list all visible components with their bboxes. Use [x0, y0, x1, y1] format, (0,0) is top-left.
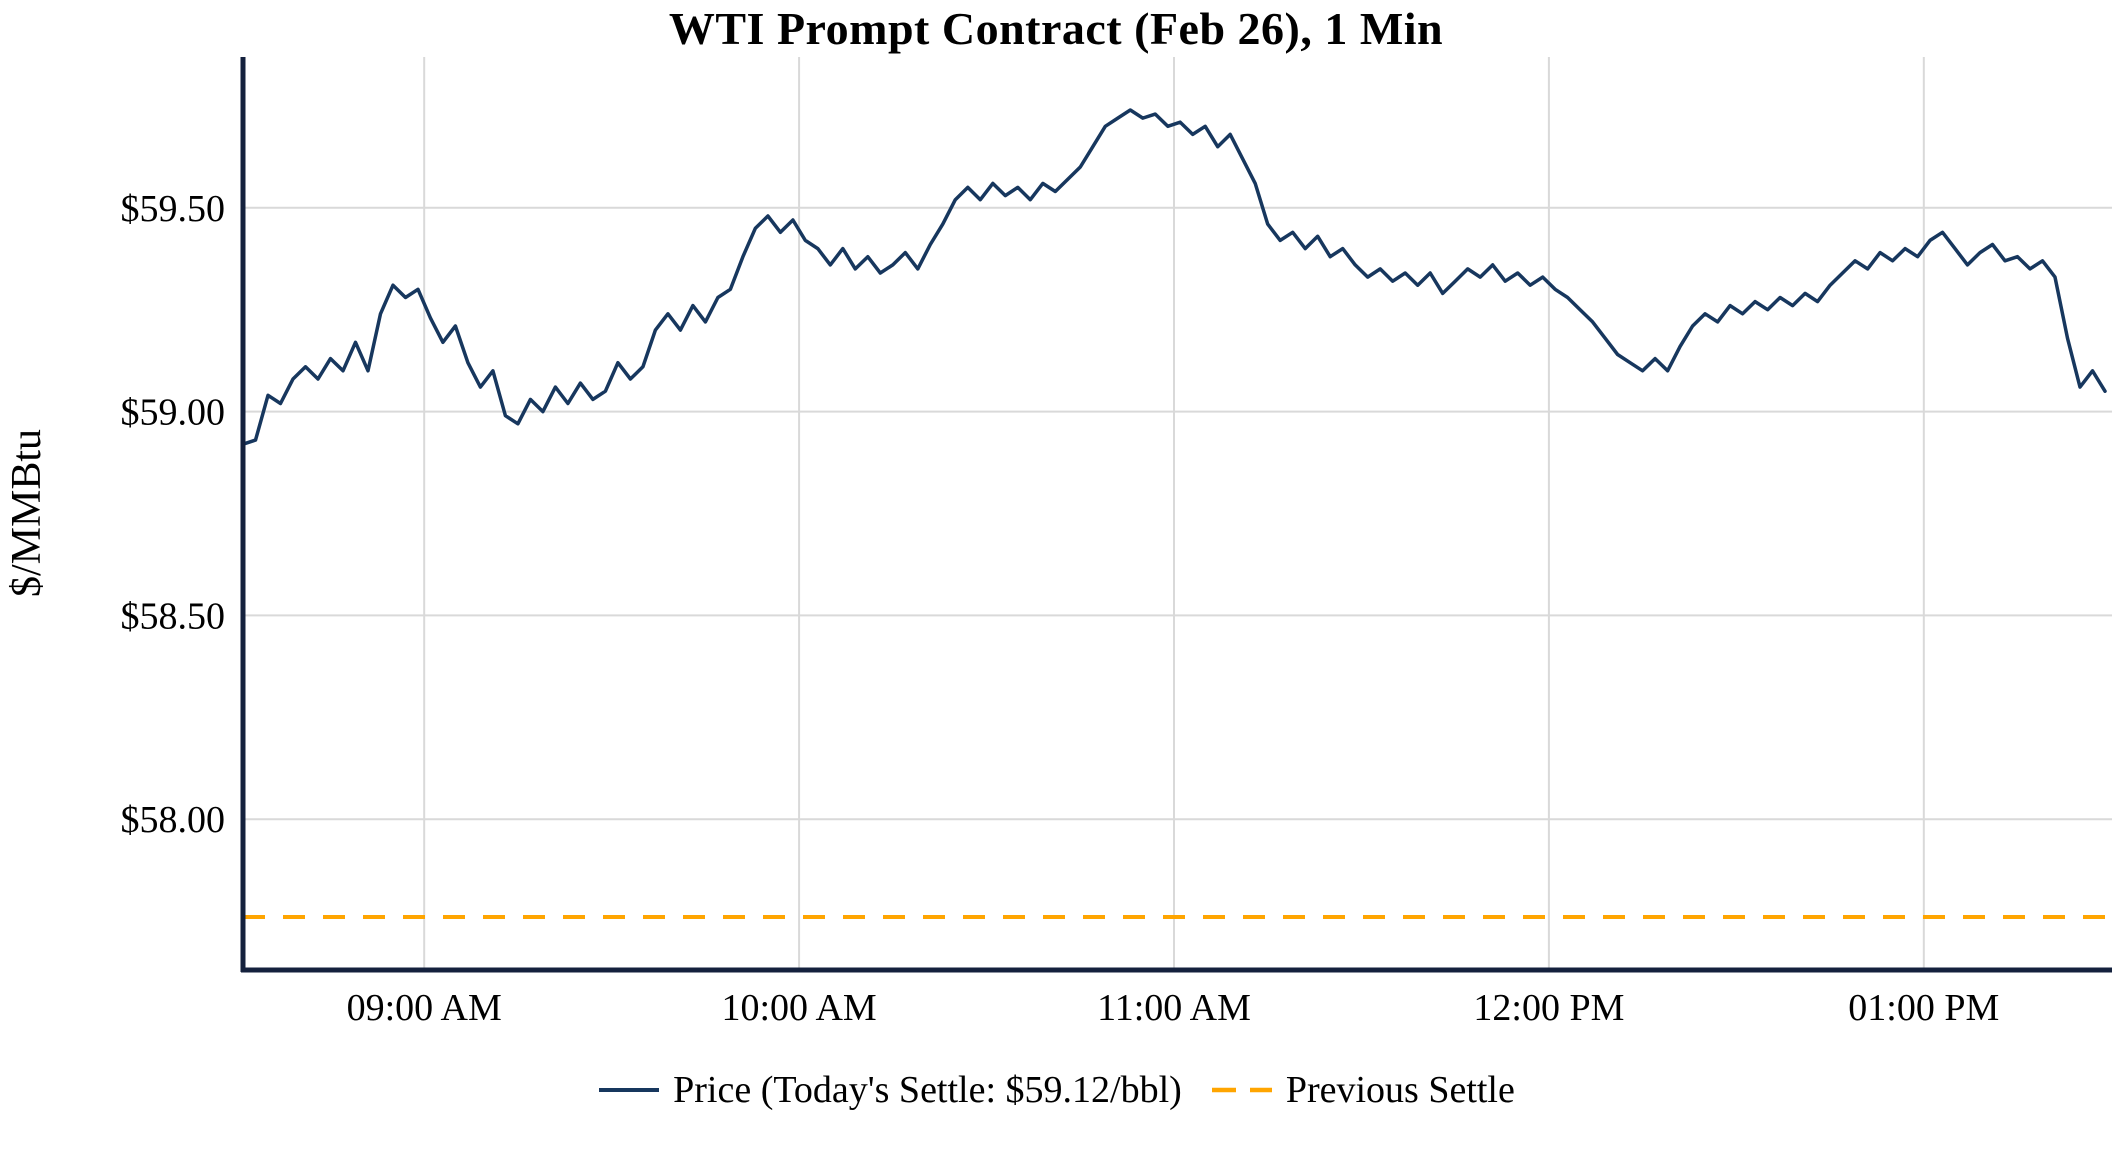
previous-settle-swatch-icon	[1211, 1087, 1272, 1093]
x-tick-label: 10:00 AM	[721, 987, 876, 1029]
y-tick-label: $59.00	[121, 392, 226, 434]
y-axis-title: $/MMBtu	[4, 429, 50, 597]
legend-item-price: Price (Today's Settle: $59.12/bbl)	[597, 1068, 1182, 1112]
legend-item-previous-settle: Previous Settle	[1210, 1068, 1515, 1112]
price-line-swatch-icon	[599, 1088, 660, 1092]
x-tick-label: 01:00 PM	[1848, 987, 1999, 1029]
x-tick-label: 11:00 AM	[1097, 987, 1251, 1029]
y-tick-label: $59.50	[121, 188, 226, 230]
chart-title: WTI Prompt Contract (Feb 26), 1 Min	[668, 3, 1444, 54]
legend-previous-settle-label: Previous Settle	[1285, 1069, 1515, 1111]
x-tick-label: 12:00 PM	[1473, 987, 1624, 1029]
y-tick-label: $58.00	[121, 799, 226, 841]
legend: Price (Today's Settle: $59.12/bbl) Previ…	[0, 1068, 2112, 1112]
y-tick-label: $58.50	[121, 595, 226, 637]
price-line	[241, 108, 2107, 446]
x-tick-label: 09:00 AM	[347, 987, 502, 1029]
legend-price-label: Price (Today's Settle: $59.12/bbl)	[673, 1069, 1182, 1111]
